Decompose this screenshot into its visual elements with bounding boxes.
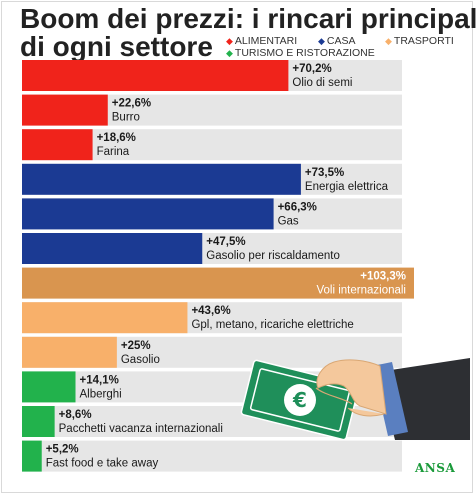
legend-label: ALIMENTARI	[234, 35, 298, 47]
data-label: +70,2%	[292, 63, 331, 75]
data-label: +5,2%	[46, 444, 79, 456]
bar-9	[22, 336, 117, 368]
legend-label: TRASPORTI	[393, 35, 454, 47]
bar-2	[22, 94, 108, 126]
legend-swatch-icon: ◆	[226, 48, 233, 58]
category-label: Gasolio per riscaldamento	[206, 250, 340, 262]
category-label: Alberghi	[80, 388, 122, 400]
legend-item-turismo: ◆ TURISMO E RISTORAZIONE	[226, 47, 375, 59]
category-label: Voli internazionali	[316, 285, 406, 297]
bar-4	[22, 163, 301, 195]
chart-title-line2: di ogni settore	[20, 31, 213, 62]
data-label: +66,3%	[278, 201, 317, 213]
bar-12	[22, 440, 42, 472]
category-label: Energia elettrica	[305, 181, 389, 193]
bar-track	[22, 440, 402, 472]
category-label: Gpl, metano, ricariche elettriche	[191, 319, 353, 331]
legend-item-alimentari: ◆ ALIMENTARI	[226, 35, 297, 47]
bar-8	[22, 302, 188, 334]
data-label: +14,1%	[80, 374, 119, 386]
euro-icon: €	[292, 388, 307, 412]
data-label: +43,6%	[191, 305, 230, 317]
chart-title-line1: Boom dei prezzi: i rincari principali	[20, 3, 476, 34]
legend-label: CASA	[326, 35, 356, 47]
source-logo: ANSA	[415, 461, 456, 475]
data-label: +47,5%	[206, 236, 245, 248]
legend-item-casa: ◆ CASA	[318, 35, 356, 47]
bar-1	[22, 60, 289, 91]
data-label: +103,3%	[360, 271, 406, 283]
legend-swatch-icon: ◆	[318, 36, 325, 46]
data-label: +8,6%	[59, 409, 92, 421]
category-label: Olio di semi	[292, 77, 352, 89]
bar-7	[22, 267, 414, 299]
category-label: Burro	[112, 112, 140, 124]
category-label: Gasolio	[121, 354, 160, 366]
bar-11	[22, 406, 55, 437]
category-label: Fast food e take away	[46, 458, 159, 470]
hand-holding-euro-banknote-icon: €	[240, 358, 470, 441]
data-label: +73,5%	[305, 167, 344, 179]
category-label: Gas	[278, 215, 299, 227]
legend-item-trasporti: ◆ TRASPORTI	[385, 35, 454, 47]
legend-label: TURISMO E RISTORAZIONE	[234, 47, 375, 59]
bar-3	[22, 129, 93, 161]
category-label: Farina	[97, 146, 130, 158]
data-label: +18,6%	[97, 132, 136, 144]
data-label: +22,6%	[112, 98, 151, 110]
bar-6	[22, 233, 203, 264]
legend-swatch-icon: ◆	[226, 36, 233, 46]
bar-10	[22, 371, 76, 403]
bar-5	[22, 198, 274, 230]
category-label: Pacchetti vacanza internazionali	[59, 423, 223, 435]
legend-swatch-icon: ◆	[385, 36, 392, 46]
data-label: +25%	[121, 340, 151, 352]
